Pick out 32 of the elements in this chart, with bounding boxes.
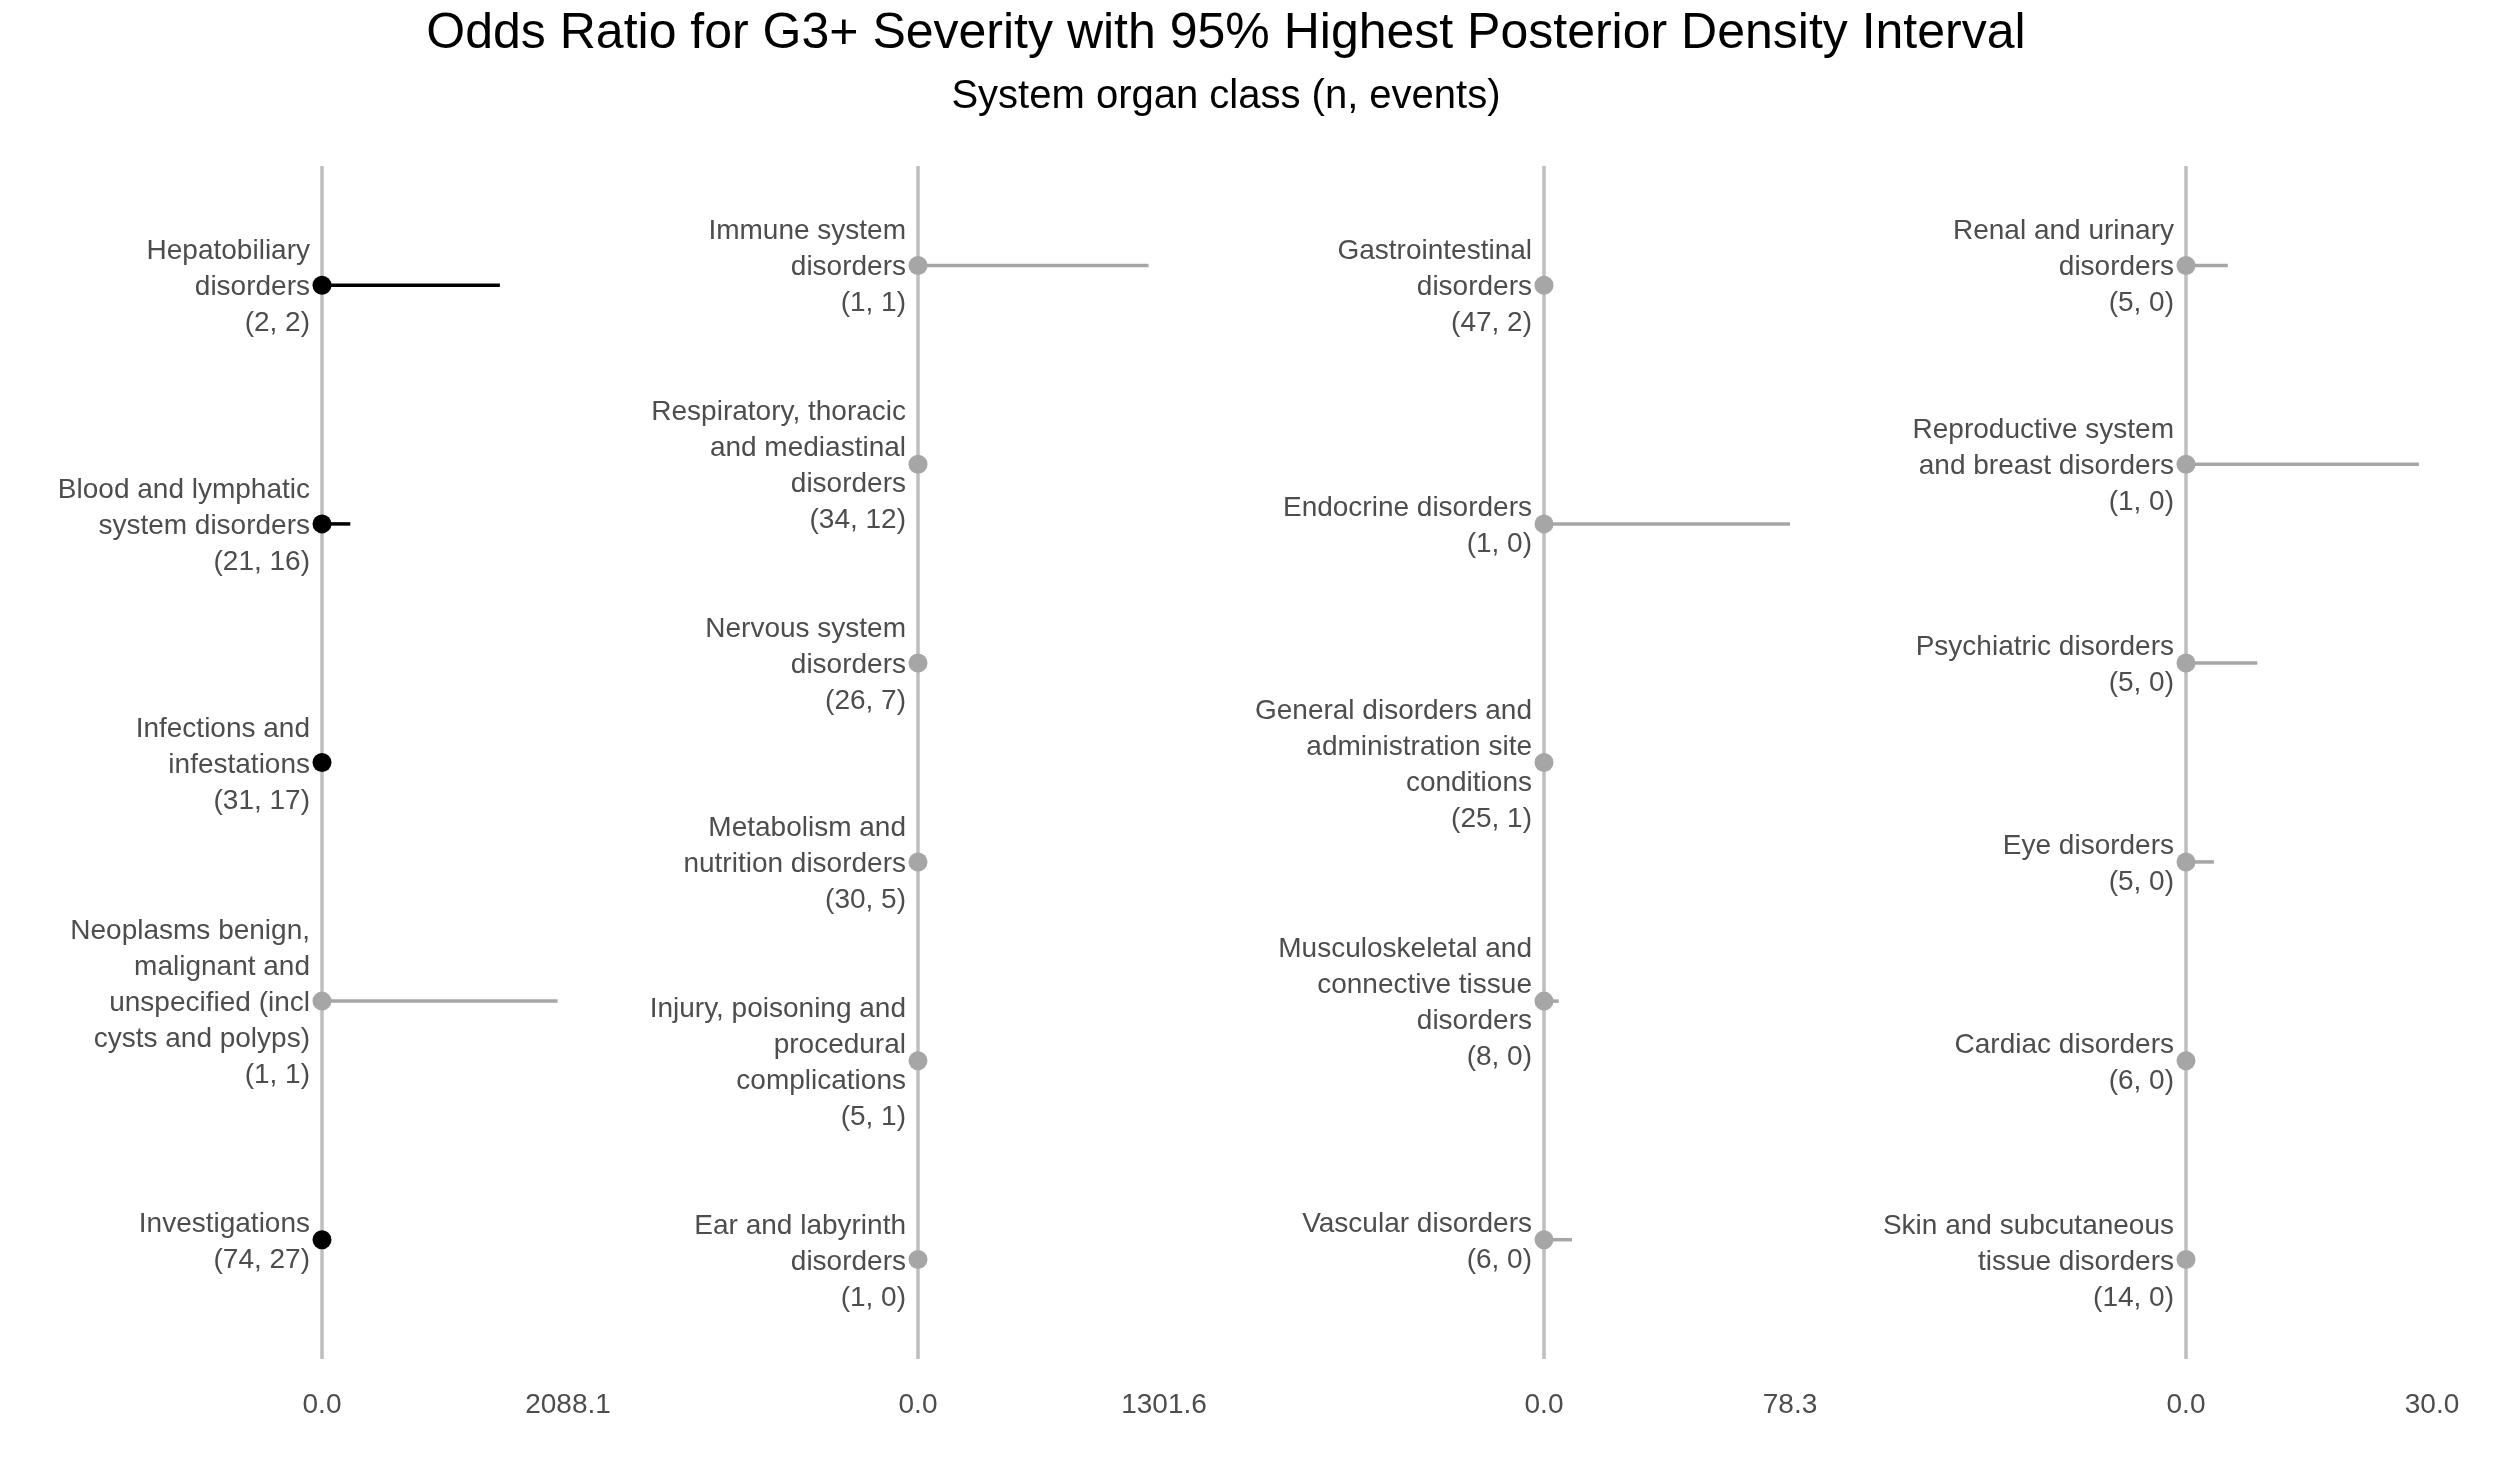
y-tick-label: Hepatobiliary disorders (2, 2) — [146, 233, 310, 337]
x-tick-label: 1301.6 — [1121, 1387, 1207, 1419]
y-tick-label: Psychiatric disorders (5, 0) — [1915, 629, 2174, 697]
x-tick-label: 0.0 — [898, 1387, 938, 1419]
x-tick-label: 30.0 — [2404, 1387, 2460, 1419]
y-tick-label: Respiratory, thoracic and mediastinal disorders (34, 12) — [651, 394, 906, 534]
y-tick-label: Vascular disorders (6, 0) — [1302, 1206, 1532, 1274]
y-tick-label: Endocrine disorders (1, 0) — [1282, 490, 1532, 558]
x-tick-label: 0.0 — [302, 1387, 342, 1419]
y-tick-label: Gastrointestinal disorders (47, 2) — [1337, 233, 1532, 337]
y-tick-label: Reproductive system and breast disorders (1, 0) — [1912, 412, 2174, 516]
y-tick-label: Skin and subcutaneous tissue disorders (14, 0) — [1882, 1208, 2174, 1312]
y-tick-label: Blood and lymphatic system disorders (21, 16) — [57, 472, 310, 576]
y-tick-label: Eye disorders (5, 0) — [2002, 828, 2174, 896]
y-tick-label: Metabolism and nutrition disorders (30, 5) — [683, 810, 906, 914]
y-tick-label: Renal and urinary disorders (5, 0) — [1952, 213, 2174, 317]
y-tick-label: Investigations (74, 27) — [138, 1206, 310, 1274]
y-tick-label: Ear and labyrinth disorders (1, 0) — [694, 1208, 906, 1312]
chart-subtitle: System organ class (n, events) — [950, 72, 1502, 117]
x-tick-label: 78.3 — [1762, 1387, 1818, 1419]
y-tick-label: Neoplasms benign, malignant and unspecified (incl cysts and polyps) (1, 1) — [70, 913, 310, 1089]
text: Odds Ratio for G3+ Severity with 95% Highest Posterior Density Interval — [425, 2, 2027, 60]
y-tick-label: Infections and infestations (31, 17) — [135, 711, 310, 814]
y-tick-label: Cardiac disorders (6, 0) — [1954, 1027, 2174, 1095]
x-tick-label: 0.0 — [1524, 1387, 1564, 1419]
y-tick-label: Musculoskeletal and connective tissue disorders (8, 0) — [1278, 931, 1532, 1071]
x-tick-label: 2088.1 — [525, 1387, 611, 1419]
y-tick-label: General disorders and administration site conditions (25, 1) — [1254, 693, 1532, 832]
y-tick-label: Injury, poisoning and procedural complications (5, 1) — [649, 991, 906, 1131]
y-tick-label: Immune system disorders (1, 1) — [708, 213, 906, 317]
y-tick-label: Nervous system disorders (26, 7) — [705, 611, 906, 715]
x-tick-label: 0.0 — [2166, 1387, 2206, 1419]
